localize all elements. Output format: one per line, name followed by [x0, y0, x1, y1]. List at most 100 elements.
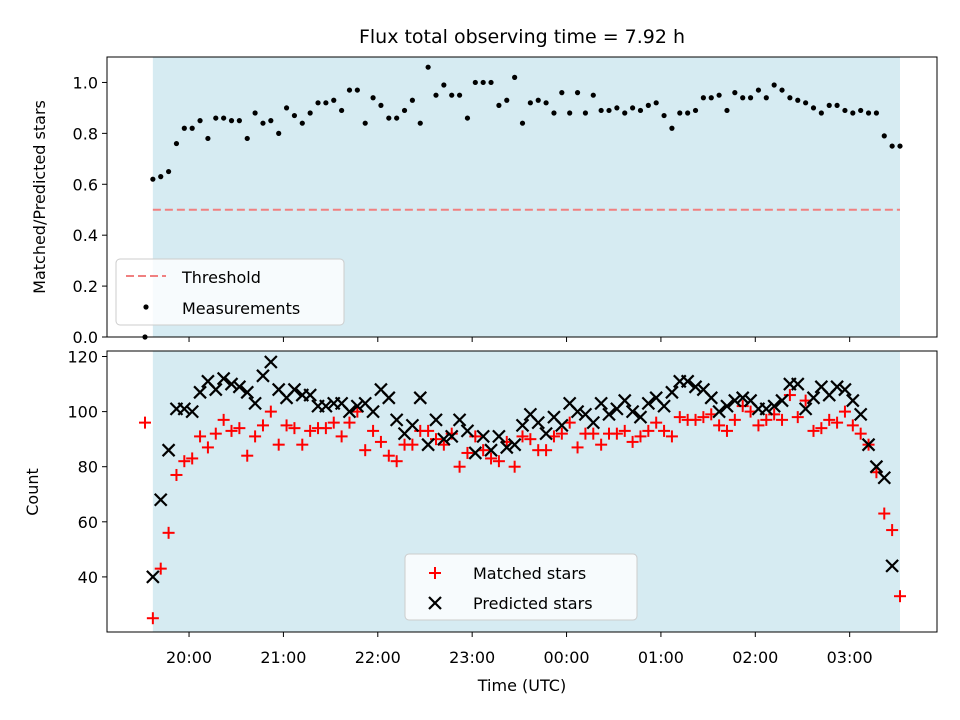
predicted-star-point [728, 393, 742, 408]
measurement-point [512, 74, 518, 80]
predicted-star-point [146, 570, 160, 584]
legend-measurements-swatch [143, 304, 149, 310]
matched-star-point [225, 424, 238, 437]
matched-star-point [461, 446, 474, 459]
measurement-point [228, 118, 235, 124]
measurement-point [331, 97, 337, 103]
matched-star-point [776, 413, 789, 426]
predicted-star-point [586, 415, 601, 430]
measurement-point [370, 95, 376, 101]
measurement-point [276, 130, 282, 136]
x-tick-label: 01:00 [638, 648, 684, 667]
predicted-star-point [366, 404, 380, 419]
predicted-star-point [720, 399, 734, 413]
measurement-point [221, 115, 227, 121]
count-panel: 40 60 80 100 120 20:00 21:00 22:00 23:00 00:00 01… [23, 348, 938, 695]
measurement-point [818, 110, 824, 116]
matched-star-point [524, 433, 537, 446]
matched-star-point [367, 424, 380, 437]
predicted-star-point [413, 391, 428, 405]
predicted-star-point [421, 437, 435, 452]
measurement-point [889, 143, 895, 149]
y-tick-label: 100 [67, 403, 98, 422]
matched-star-point [720, 424, 733, 437]
matched-star-point [406, 438, 419, 451]
y-tick-label: 0.8 [73, 124, 98, 143]
measurement-point [732, 90, 738, 96]
measurement-point [724, 107, 730, 114]
matched-star-point [760, 413, 773, 426]
measurement-point [755, 87, 762, 93]
y-tick-label: 0.4 [73, 226, 98, 245]
legend-plus-mark [429, 567, 441, 579]
measurement-point [339, 107, 345, 114]
matched-star-point [807, 424, 820, 437]
measurement-point [315, 100, 321, 106]
measurement-point [394, 115, 400, 121]
matched-star-point [838, 405, 851, 418]
measurement-point [559, 90, 565, 96]
predicted-star-point [382, 391, 396, 405]
predicted-star-point [790, 377, 805, 391]
matched-star-point [878, 507, 891, 520]
y-tick-label: 0.6 [73, 175, 98, 194]
measurement-point [378, 102, 384, 108]
matched-star-point [492, 455, 505, 468]
measurement-point [307, 110, 313, 116]
legend-predicted-swatch [428, 596, 442, 610]
matched-star-point [374, 435, 387, 448]
predicted-star-point [303, 388, 317, 402]
matched-star-point [610, 427, 623, 440]
matched-star-point [508, 460, 521, 473]
measurement-point [700, 95, 706, 101]
measurement-point [574, 90, 581, 96]
matched-star-point [249, 430, 262, 443]
top-legend-box [115, 258, 345, 326]
predicted-star-point [869, 459, 884, 474]
matched-star-point [469, 430, 482, 443]
matched-star-point [846, 419, 859, 432]
measurement-point [480, 79, 486, 86]
predicted-star-point [452, 413, 467, 427]
predicted-star-point [680, 374, 695, 389]
predicted-star-point [767, 399, 781, 413]
matched-star-point [139, 416, 151, 429]
matched-star-point [264, 405, 277, 418]
matched-star-point [280, 419, 293, 432]
x-tick-label: 02:00 [732, 648, 778, 667]
measurement-point [779, 87, 785, 93]
predicted-star-point [460, 424, 475, 438]
matched-star-point [815, 422, 828, 435]
matched-star-point [327, 416, 340, 429]
predicted-star-point [704, 391, 719, 405]
matched-star-point [697, 411, 710, 424]
matched-star-point [783, 389, 796, 402]
predicted-star-point [641, 396, 656, 411]
x-tick-label: 03:00 [827, 648, 873, 667]
measurement-point [763, 95, 769, 101]
measurement-point [197, 118, 203, 124]
measurement-point [858, 107, 864, 114]
measurement-point [433, 92, 439, 98]
measurement-point [252, 110, 258, 116]
matched-star-point [256, 419, 269, 432]
measurement-point [456, 92, 463, 98]
matched-star-point [390, 455, 403, 468]
measurement-point [614, 105, 620, 111]
predicted-star-point [594, 396, 608, 411]
matched-star-point [194, 430, 207, 443]
matched-star-point [233, 422, 246, 435]
predicted-star-point [775, 393, 789, 408]
predicted-star-point [185, 404, 199, 419]
measurement-point [850, 110, 856, 116]
predicted-star-point [665, 385, 679, 400]
matched-star-point [304, 424, 317, 437]
matched-star-point [650, 416, 663, 429]
measurement-point [488, 79, 494, 86]
measurement-point [865, 110, 872, 116]
y-tick-label: 0.0 [73, 328, 98, 347]
predicted-star-point [484, 443, 498, 457]
measurement-point [803, 100, 809, 106]
predicted-star-point [264, 355, 278, 369]
predicted-star-point [224, 377, 239, 391]
